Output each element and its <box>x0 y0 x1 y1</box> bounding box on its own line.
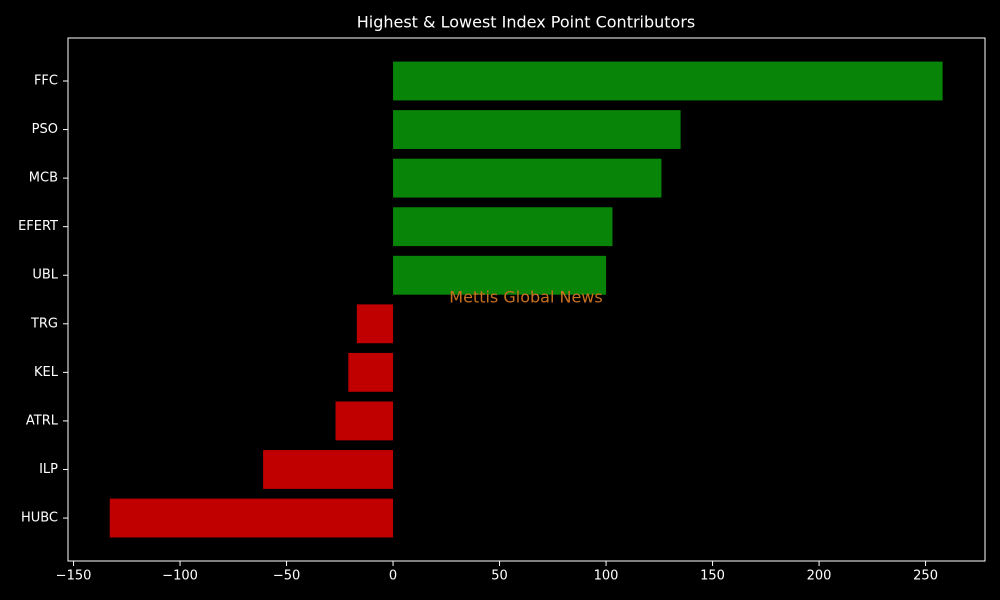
plot-frame <box>67 37 986 562</box>
bar <box>335 401 394 441</box>
bar <box>356 304 394 344</box>
bar <box>348 352 394 392</box>
y-tick-label: ILP <box>39 462 58 477</box>
x-tick-label: −150 <box>56 569 92 584</box>
bar <box>263 450 394 489</box>
y-tick-label: KEL <box>34 365 59 380</box>
chart-title: Highest & Lowest Index Point Contributor… <box>357 13 696 32</box>
y-tick-label: EFERT <box>18 219 58 234</box>
x-tick-label: −100 <box>162 569 198 584</box>
x-tick-label: 200 <box>807 569 832 584</box>
bar <box>109 498 394 538</box>
bar <box>393 207 613 247</box>
x-tick-label: −50 <box>273 569 300 584</box>
bar <box>393 158 662 198</box>
x-tick-label: 150 <box>700 569 725 584</box>
x-tick-label: 50 <box>491 569 508 584</box>
y-tick-label: UBL <box>32 268 58 283</box>
y-tick-label: MCB <box>29 171 58 186</box>
y-tick-label: ATRL <box>26 413 59 428</box>
bar <box>393 255 607 295</box>
y-tick-label: PSO <box>32 122 58 137</box>
x-tick-label: 0 <box>389 569 397 584</box>
bar <box>393 61 943 101</box>
y-tick-label: HUBC <box>21 511 58 526</box>
y-tick-label: TRG <box>30 316 58 331</box>
x-tick-label: 100 <box>594 569 619 584</box>
y-tick-label: FFC <box>34 74 58 89</box>
x-tick-label: 250 <box>913 569 938 584</box>
bar <box>393 110 681 149</box>
annotation: Mettis Global News <box>449 288 602 307</box>
